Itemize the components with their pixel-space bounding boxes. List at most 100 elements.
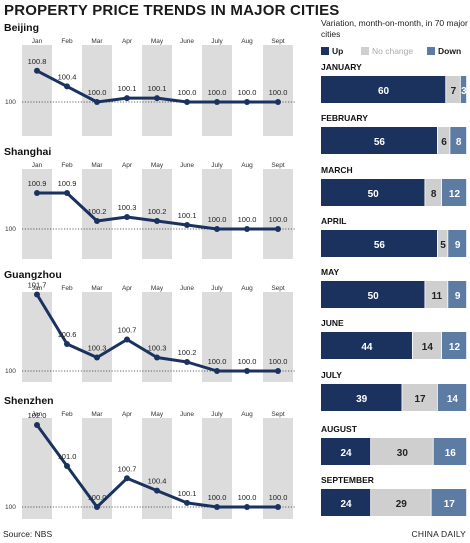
bar-segment-no-change: [425, 179, 442, 206]
bar-segment-down: [448, 230, 467, 257]
shanghai-data-label: 100.9: [58, 179, 77, 188]
beijing-month-band: [22, 45, 52, 136]
bar-segment-up: [321, 127, 437, 154]
shenzhen-data-label: 100.0: [208, 493, 227, 502]
legend-label-up: Up: [332, 46, 344, 56]
bar-segment-down: [437, 384, 467, 411]
guangzhou-month-label: July: [211, 285, 223, 292]
bar-segment-down: [460, 76, 467, 103]
shanghai-month-label: Sept: [271, 162, 285, 169]
guangzhou-data-point: [184, 359, 190, 365]
bar-segment-down: [433, 438, 467, 465]
bar-segment-down: [431, 489, 467, 516]
shanghai-data-label: 100.0: [269, 215, 288, 224]
shenzhen-data-label: 100.0: [269, 493, 288, 502]
bar-segment-up: [321, 384, 402, 411]
beijing-month-label: June: [180, 38, 194, 45]
bar-value-label-no-change: 8: [431, 189, 437, 200]
shanghai-data-point: [64, 190, 70, 196]
shenzhen-data-label: 100.7: [118, 464, 137, 473]
guangzhou-month-label: Jan: [32, 285, 43, 292]
guangzhou-data-point: [214, 368, 220, 374]
bar-segment-up: [321, 332, 412, 359]
bar-value-label-up: 60: [378, 86, 390, 97]
shanghai-data-label: 100.9: [28, 179, 47, 188]
shanghai-data-label: 100.2: [88, 207, 107, 216]
beijing-data-label: 100.8: [28, 57, 47, 66]
bar-segment-down: [441, 179, 467, 206]
shenzhen-month-band: [142, 418, 172, 519]
beijing-data-label: 100.0: [88, 88, 107, 97]
shenzhen-data-label: 100.0: [238, 493, 257, 502]
bar-category-label-april: APRIL: [321, 216, 347, 226]
guangzhou-chart-title: Guangzhou: [4, 269, 62, 281]
bar-segment-down: [450, 127, 467, 154]
beijing-data-label: 100.0: [269, 88, 288, 97]
bar-value-label-no-change: 29: [396, 499, 408, 510]
shanghai-data-point: [275, 226, 281, 232]
shenzhen-data-point: [124, 475, 130, 482]
shanghai-month-label: July: [211, 162, 223, 169]
shanghai-data-point: [214, 226, 220, 232]
guangzhou-month-label: May: [151, 285, 164, 292]
shanghai-data-point: [244, 226, 250, 232]
shanghai-month-label: Jan: [32, 162, 43, 169]
shenzhen-data-point: [154, 487, 160, 494]
bar-value-label-no-change: 30: [397, 448, 409, 459]
shanghai-month-label: Mar: [91, 162, 103, 169]
chart-title: PROPERTY PRICE TRENDS IN MAJOR CITIES: [4, 2, 340, 19]
beijing-month-label: Apr: [122, 38, 133, 45]
guangzhou-data-label: 100.3: [148, 344, 167, 353]
guangzhou-month-band: [22, 292, 52, 382]
shenzhen-month-label: Mar: [91, 411, 103, 418]
shanghai-month-label: Aug: [241, 162, 253, 169]
beijing-month-label: May: [151, 38, 164, 45]
bar-category-label-may: MAY: [321, 267, 339, 277]
beijing-month-label: Mar: [91, 38, 103, 45]
shenzhen-month-label: July: [211, 411, 223, 418]
shenzhen-data-point: [94, 504, 100, 510]
bar-segment-no-change: [412, 332, 442, 359]
bar-value-label-no-change: 6: [441, 137, 447, 148]
beijing-data-point: [64, 83, 70, 90]
bar-value-label-no-change: 14: [422, 342, 434, 353]
shenzhen-data-label: 100.0: [88, 493, 107, 502]
shenzhen-month-band: [202, 418, 232, 519]
beijing-data-point: [244, 99, 250, 105]
bar-segment-up: [321, 230, 437, 257]
shenzhen-data-point: [244, 504, 250, 510]
shanghai-data-label: 100.1: [178, 211, 197, 220]
bar-segment-down: [448, 281, 467, 308]
legend-swatch-down: [427, 47, 435, 55]
shanghai-month-band: [263, 169, 293, 259]
bar-category-label-july: JULY: [321, 370, 342, 380]
shenzhen-data-point: [214, 504, 220, 510]
guangzhou-data-point: [94, 354, 100, 361]
legend-swatch-up: [321, 47, 329, 55]
bar-segment-up: [321, 179, 425, 206]
bar-value-label-down: 9: [455, 240, 461, 251]
shenzhen-month-band: [82, 418, 112, 519]
bar-value-label-down: 12: [449, 342, 461, 353]
guangzhou-data-label: 101.7: [28, 281, 47, 290]
shenzhen-chart-title: Shenzhen: [4, 395, 54, 407]
bar-value-label-up: 39: [356, 394, 368, 405]
legend-item-up: Up: [321, 46, 343, 56]
legend-label-no-change: No change: [372, 46, 414, 56]
legend-description: Variation, month-on-month, in 70 major c…: [321, 18, 468, 39]
shenzhen-data-point: [34, 422, 40, 428]
bar-value-label-up: 50: [368, 291, 380, 302]
shanghai-data-point: [184, 222, 190, 228]
bar-value-label-up: 24: [340, 499, 352, 510]
shenzhen-data-label: 100.1: [178, 489, 197, 498]
shenzhen-data-label: 100.4: [148, 477, 167, 486]
shenzhen-month-label: Aug: [241, 411, 253, 418]
shanghai-data-label: 100.2: [148, 207, 167, 216]
shanghai-data-label: 100.3: [118, 203, 137, 212]
guangzhou-data-point: [34, 291, 40, 298]
bar-value-label-up: 44: [361, 342, 373, 353]
shanghai-data-label: 100.0: [238, 215, 257, 224]
beijing-data-point: [94, 99, 100, 105]
shenzhen-data-point: [184, 499, 190, 506]
